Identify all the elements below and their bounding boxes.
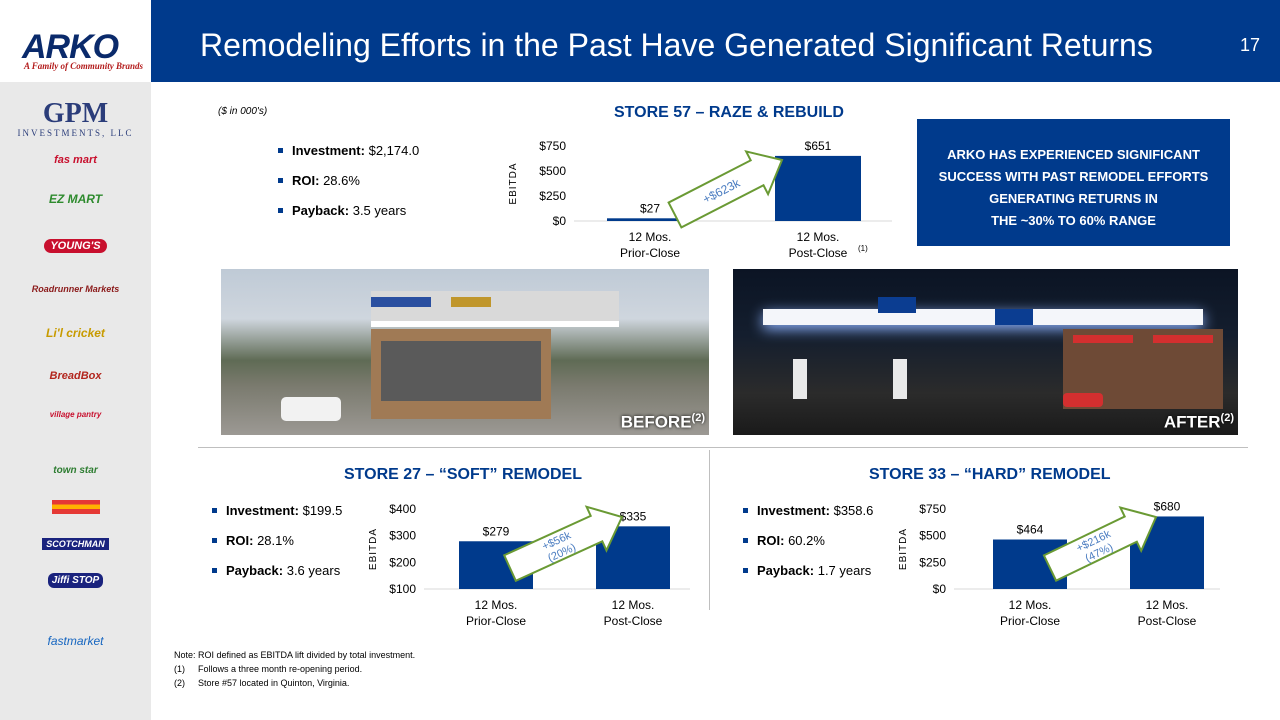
callout-line-3: GENERATING RETURNS IN: [989, 191, 1158, 206]
brand-logo-roadrunner: Roadrunner Markets: [31, 284, 120, 294]
data-label: $27: [640, 201, 660, 215]
y-tick-label: $100: [389, 582, 416, 596]
brand-logo-stripes: [0, 500, 151, 519]
store33-title: STORE 33 – “HARD” REMODEL: [869, 466, 1111, 483]
x-tick-label-line2: Prior-Close: [620, 246, 680, 260]
store27-roi: ROI: 28.1%: [212, 533, 294, 548]
brand-logo-town-star: town star: [53, 465, 98, 476]
header-bar: Remodeling Efforts in the Past Have Gene…: [151, 0, 1280, 82]
brand-logo-scotchman: SCOTCHMAN: [42, 538, 109, 550]
footnote-note: Note: ROI defined as EBITDA lift divided…: [174, 650, 416, 660]
gpm-logo: GPM: [42, 98, 109, 129]
data-label: $279: [483, 524, 510, 538]
store27-investment: Investment: $199.5: [212, 503, 342, 518]
callout-line-2: SUCCESS WITH PAST REMODEL EFFORTS: [938, 169, 1209, 184]
y-tick-label: $300: [389, 529, 416, 543]
brand-logo-jiffi-stop: Jiffi STOP: [47, 573, 104, 588]
callout-box: ARKO HAS EXPERIENCED SIGNIFICANT SUCCESS…: [917, 119, 1230, 246]
growth-arrow-shape: [1042, 505, 1158, 582]
before-photo: BEFORE(2): [221, 269, 709, 435]
x-tick-label-line1: 12 Mos.: [612, 598, 655, 612]
data-label: $464: [1017, 523, 1044, 537]
data-label: $335: [620, 509, 647, 523]
footnote-2: (2) Store #57 located in Quinton, Virgini…: [174, 678, 350, 688]
y-tick-label: $0: [553, 214, 567, 228]
store57-chart: $0 $250 $500 $750 EBITDA $27 12 Mos. Prior-Clos…: [500, 130, 900, 275]
y-tick-label: $250: [539, 189, 566, 203]
y-tick-label: $500: [919, 529, 946, 543]
x-tick-label-line2: Post-Close: [789, 246, 848, 260]
x-tick-label-line1: 12 Mos.: [797, 230, 840, 244]
bar: [775, 155, 861, 221]
x-tick-label-line2: Prior-Close: [466, 614, 526, 628]
arko-logo-wordmark: ARKO: [22, 28, 119, 66]
footnote-1: (1) Follows a three month re-opening peri…: [174, 664, 363, 674]
growth-arrow: +$623k: [667, 149, 784, 229]
brand-logo-lil-cricket: Li'l cricket: [46, 326, 105, 340]
store33-investment: Investment: $358.6: [743, 503, 873, 518]
before-label: BEFORE(2): [620, 412, 705, 432]
growth-arrow: +$216k(47%): [1042, 505, 1158, 582]
y-tick-label: $200: [389, 555, 416, 569]
y-tick-label: $0: [933, 582, 947, 596]
arko-logo-tagline: A Family of Community Brands: [24, 61, 144, 71]
store33-chart-svg: $0 $250 $500 $750 EBITDA $464 12 Mos. Prior-Clo…: [898, 499, 1220, 628]
units-note: ($ in 000's): [218, 106, 268, 117]
brand-logo-ez-mart: EZ MART: [48, 192, 103, 206]
y-tick-label: $400: [389, 502, 416, 516]
data-label: $680: [1154, 499, 1181, 513]
growth-arrow-shape: [502, 505, 624, 583]
y-axis-label: EBITDA: [508, 162, 519, 204]
store57-payback: Payback: 3.5 years: [278, 203, 406, 218]
x-tick-label-line2: Post-Close: [604, 614, 663, 628]
bar: [607, 218, 693, 221]
after-photo: AFTER(2): [733, 269, 1238, 435]
arko-logo: ARKO A Family of Community Brands: [0, 0, 151, 82]
store57-roi: ROI: 28.6%: [278, 173, 360, 188]
callout-line-1: ARKO HAS EXPERIENCED SIGNIFICANT: [947, 147, 1200, 162]
store33-payback: Payback: 1.7 years: [743, 563, 871, 578]
section-divider: [198, 447, 1248, 448]
store33-chart: $0 $250 $500 $750 EBITDA $464 12 Mos. Prior-Clo…: [890, 493, 1230, 638]
y-axis-label: EBITDA: [368, 528, 379, 570]
store27-title: STORE 27 – “SOFT” REMODEL: [344, 466, 582, 483]
store33-roi: ROI: 60.2%: [743, 533, 825, 548]
y-tick-label: $750: [539, 139, 566, 153]
y-tick-label: $250: [919, 555, 946, 569]
footnotes: Note: ROI defined as EBITDA lift divided…: [174, 648, 415, 690]
x-tick-label-line1: 12 Mos.: [475, 598, 518, 612]
x-tick-label-line2: Prior-Close: [1000, 614, 1060, 628]
store27-payback: Payback: 3.6 years: [212, 563, 340, 578]
y-tick-label: $750: [919, 502, 946, 516]
data-label: $651: [805, 139, 832, 153]
y-tick-label: $500: [539, 164, 566, 178]
brand-logo-fas-mart: fas mart: [54, 154, 97, 166]
brand-logo-village-pantry: village pantry: [49, 410, 102, 419]
gpm-logo-sub: INVESTMENTS, LLC: [17, 128, 134, 138]
x-tick-footnote: (1): [858, 244, 868, 253]
column-divider: [709, 450, 710, 610]
y-axis-label: EBITDA: [898, 528, 909, 570]
after-label: AFTER(2): [1163, 412, 1234, 432]
store57-investment: Investment: $2,174.0: [278, 143, 419, 158]
page-number: 17: [1239, 35, 1260, 55]
page-title: Remodeling Efforts in the Past Have Gene…: [200, 27, 1153, 63]
x-tick-label-line2: Post-Close: [1138, 614, 1197, 628]
x-tick-label-line1: 12 Mos.: [1009, 598, 1052, 612]
x-tick-label-line1: 12 Mos.: [1146, 598, 1189, 612]
store57-chart-svg: $0 $250 $500 $750 EBITDA $27 12 Mos. Prior-Clos…: [508, 139, 892, 260]
store27-chart: $100 $200 $300 $400 EBITDA $279 12 Mos. Prior-C…: [360, 493, 700, 638]
brand-logo-youngs: YOUNG'S: [44, 239, 107, 253]
brand-sidebar: ARKO A Family of Community Brands GPM IN…: [0, 0, 151, 720]
brand-logo-fastmarket: fastmarket: [47, 634, 104, 648]
callout-line-4: THE ~30% TO 60% RANGE: [991, 213, 1156, 228]
x-tick-label-line1: 12 Mos.: [629, 230, 672, 244]
brand-logo-breadbox: BreadBox: [49, 370, 102, 382]
growth-arrow-shape: [667, 149, 784, 229]
store27-chart-svg: $100 $200 $300 $400 EBITDA $279 12 Mos. Prior-C…: [368, 502, 690, 628]
store57-title: STORE 57 – RAZE & REBUILD: [614, 104, 844, 121]
